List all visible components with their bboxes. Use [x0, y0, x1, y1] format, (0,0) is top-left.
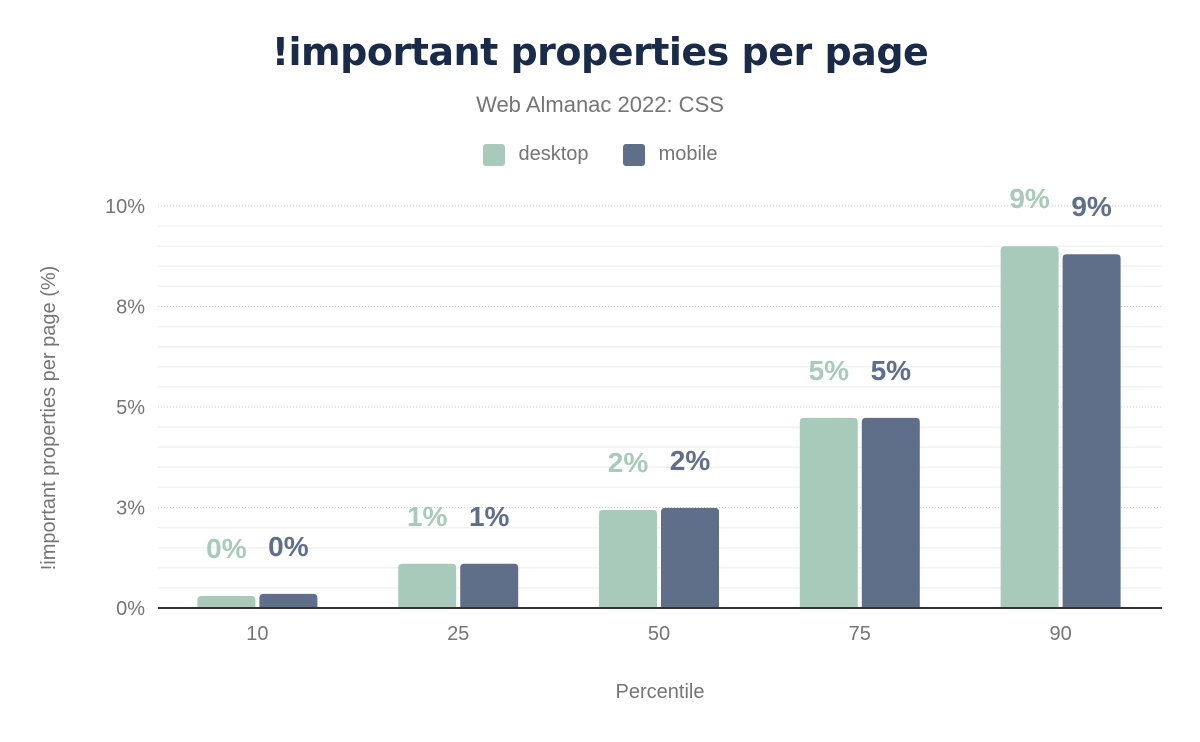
- chart-subtitle: Web Almanac 2022: CSS: [476, 92, 724, 117]
- legend-swatch-mobile: [622, 143, 645, 166]
- bar-desktop: [799, 417, 858, 608]
- legend-label-mobile: mobile: [658, 143, 718, 165]
- bar-mobile: [259, 593, 318, 608]
- data-label-desktop: 2%: [608, 447, 649, 478]
- y-axis-title: !important properties per page (%): [38, 266, 60, 571]
- x-axis-title: Percentile: [616, 681, 705, 703]
- data-label-desktop: 9%: [1009, 183, 1050, 214]
- legend-label-desktop: desktop: [518, 143, 589, 165]
- legend-item-mobile[interactable]: mobile: [622, 143, 718, 166]
- data-label-mobile: 0%: [268, 531, 309, 562]
- chart-title: !important properties per page: [271, 30, 929, 74]
- y-tick-label: 10%: [105, 196, 145, 218]
- x-tick-label: 90: [1049, 623, 1071, 645]
- bar-mobile: [861, 417, 920, 608]
- legend: desktop mobile: [0, 143, 1200, 166]
- y-tick-label: 8%: [116, 297, 145, 319]
- bar-mobile: [661, 507, 719, 608]
- x-tick-label: 25: [447, 623, 469, 645]
- bar-mobile: [460, 563, 519, 608]
- y-tick-label: 0%: [116, 598, 145, 620]
- data-label-mobile: 5%: [871, 355, 912, 386]
- data-label-desktop: 1%: [407, 501, 448, 532]
- y-tick-label: 3%: [116, 498, 145, 520]
- legend-item-desktop[interactable]: desktop: [482, 143, 589, 166]
- data-label-desktop: 0%: [206, 533, 247, 564]
- data-label-mobile: 1%: [469, 501, 510, 532]
- data-label-mobile: 9%: [1071, 191, 1112, 222]
- bar-desktop: [398, 563, 457, 608]
- x-tick-label: 10: [246, 623, 268, 645]
- x-tick-label: 50: [648, 623, 670, 645]
- bar-mobile: [1062, 254, 1121, 609]
- data-label-mobile: 2%: [670, 445, 711, 476]
- bar-desktop: [197, 595, 256, 608]
- legend-swatch-desktop: [482, 143, 505, 166]
- x-tick-label: 75: [849, 623, 871, 645]
- y-tick-label: 5%: [116, 397, 145, 419]
- bar-desktop: [599, 509, 657, 608]
- bar-desktop: [1000, 246, 1059, 608]
- data-label-desktop: 5%: [809, 355, 850, 386]
